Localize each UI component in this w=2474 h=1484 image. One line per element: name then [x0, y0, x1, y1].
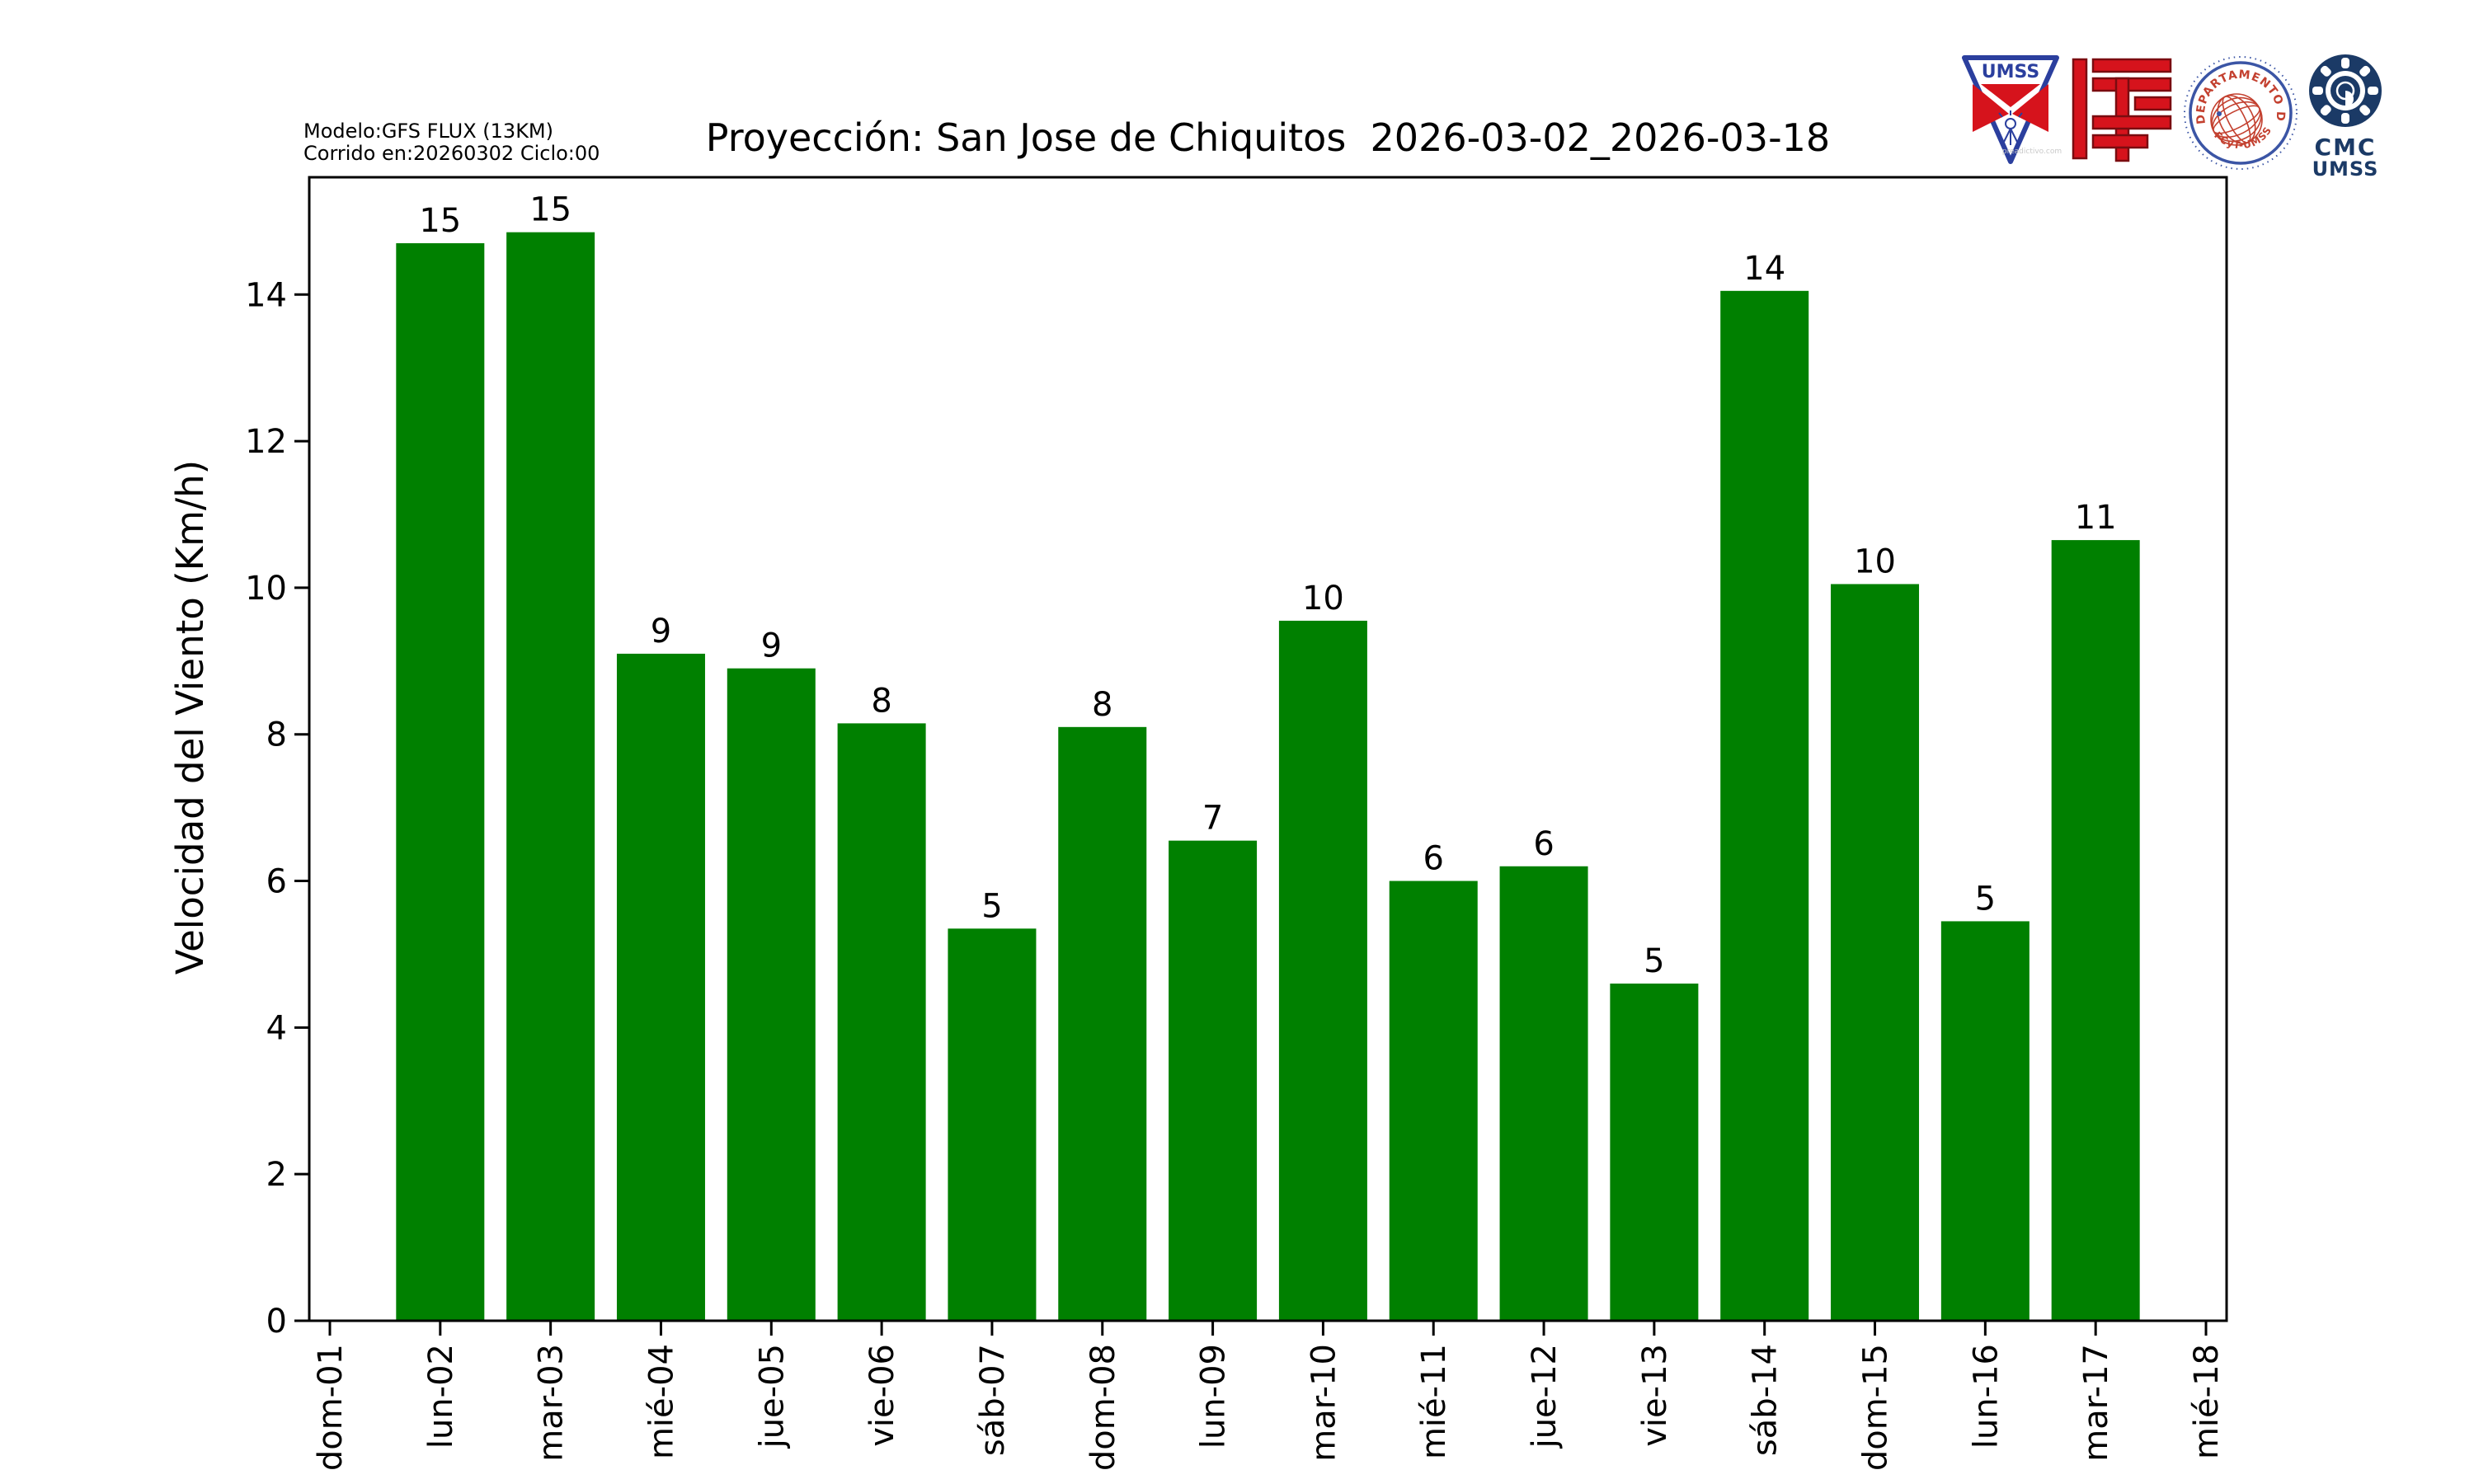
cmc-logo-icon: CMC UMSS	[2309, 54, 2382, 178]
bar-value-label: 10	[1302, 580, 1344, 618]
x-axis-tick-label: lun-16	[1967, 1344, 2005, 1449]
bar-value-label: 9	[761, 627, 782, 665]
cmc-text-line2: UMSS	[2312, 157, 2379, 178]
bar-value-label: 5	[981, 887, 1002, 925]
bar-vie-06	[837, 723, 926, 1321]
bar-value-label: 14	[1743, 250, 1785, 288]
bar-value-label: 6	[1533, 825, 1554, 863]
umss-emblem	[1998, 110, 2023, 145]
bar-mar-10	[1278, 620, 1367, 1321]
y-axis-tick-label: 2	[266, 1156, 287, 1194]
bar-mar-03	[506, 232, 595, 1322]
logos-row: UMSS preadictivo.com	[1959, 53, 2383, 178]
bar-sáb-07	[948, 928, 1037, 1321]
x-axis-tick-label: lun-09	[1195, 1344, 1233, 1449]
bar-value-label: 15	[529, 191, 571, 229]
x-axis-tick-label: mar-10	[1305, 1344, 1343, 1462]
bar-value-label: 8	[871, 682, 891, 720]
umss-red-triangle-left	[1973, 84, 2009, 132]
y-axis-tick-label: 4	[266, 1009, 287, 1047]
y-axis-tick-label: 0	[266, 1303, 287, 1341]
bar-value-label: 8	[1092, 686, 1112, 724]
bar-lun-09	[1169, 840, 1258, 1321]
y-axis-tick-label: 6	[266, 863, 287, 901]
x-axis-tick-label: vie-13	[1636, 1344, 1674, 1447]
bar-value-label: 5	[1644, 942, 1664, 980]
x-axis-tick-label: mar-17	[2077, 1344, 2115, 1462]
bar-jue-12	[1499, 866, 1588, 1321]
bar-dom-08	[1058, 726, 1147, 1321]
bar-lun-16	[1940, 921, 2030, 1321]
page-title: Proyección: San Jose de Chiquitos 2026-0…	[705, 115, 1831, 160]
x-axis-tick-label: vie-06	[863, 1344, 901, 1447]
cmc-eclipse-half	[2345, 91, 2354, 107]
bar-jue-05	[727, 668, 816, 1321]
fisica-dotted-ring	[2184, 56, 2298, 170]
x-axis-tick-label: lun-02	[422, 1344, 460, 1449]
bar-mié-11	[1389, 881, 1478, 1321]
bar-sáb-14	[1720, 290, 1809, 1321]
bar-value-label: 7	[1202, 800, 1223, 838]
x-axis-tick-label: jue-12	[1526, 1344, 1564, 1449]
bar-value-label: 6	[1423, 840, 1444, 878]
umss-pennant-logo-icon: UMSS preadictivo.com	[1962, 55, 2062, 164]
bar-vie-13	[1610, 984, 1699, 1321]
plot-border	[308, 176, 2228, 1322]
x-axis-tick-label: sáb-14	[1747, 1344, 1785, 1456]
bar-dom-15	[1831, 584, 1920, 1321]
y-axis-label: Velocidad del Viento (Km/h)	[168, 460, 212, 974]
y-axis-tick-label: 10	[245, 570, 287, 608]
bar-value-label: 5	[1975, 880, 1996, 918]
bar-mié-04	[616, 653, 705, 1321]
fisica-sphere	[2210, 93, 2263, 146]
model-info: Modelo:GFS FLUX (13KM) Corrido en:202603…	[303, 120, 600, 165]
x-axis-tick-label: sáb-07	[974, 1344, 1012, 1456]
y-axis-tick-label: 8	[266, 716, 287, 754]
fisica-seal-logo-icon: DEPARTAMENTO DE FÍSICA FCyT-UMSS	[2182, 53, 2298, 170]
x-axis-tick-label: mié-11	[1415, 1344, 1453, 1459]
x-axis-tick-label: jue-05	[753, 1344, 791, 1449]
umss-red-triangle-right	[2012, 84, 2048, 132]
bar-mar-17	[2051, 540, 2140, 1321]
y-axis-tick-label: 14	[245, 276, 287, 314]
fcyt-maze-bars	[2072, 58, 2172, 162]
x-axis-tick-label: mar-03	[533, 1344, 571, 1462]
umss-watermark: preadictivo.com	[2002, 148, 2062, 156]
fcyt-logo-icon	[2072, 58, 2172, 162]
model-line-2: Corrido en:20260302 Ciclo:00	[303, 142, 600, 165]
cmc-text-line1: CMC	[2315, 134, 2377, 161]
umss-logo-text: UMSS	[1982, 62, 2039, 82]
model-line-1: Modelo:GFS FLUX (13KM)	[303, 120, 553, 143]
bar-value-label: 10	[1854, 542, 1896, 580]
x-axis-tick-label: mié-04	[642, 1344, 680, 1459]
x-axis-tick-label: mié-18	[2188, 1344, 2226, 1459]
cmc-rays	[2312, 58, 2378, 124]
bar-lun-02	[396, 243, 485, 1321]
x-axis-tick-label: dom-08	[1084, 1344, 1122, 1471]
bar-value-label: 9	[651, 613, 671, 650]
umss-red-triangle-top	[1981, 84, 2040, 107]
fisica-border-ring	[2189, 61, 2293, 165]
y-axis-tick-label: 12	[245, 423, 287, 461]
x-axis-tick-label: dom-15	[1857, 1344, 1895, 1471]
x-axis-tick-label: dom-01	[312, 1344, 350, 1471]
bar-value-label: 15	[419, 202, 461, 240]
bar-value-label: 11	[2075, 499, 2117, 537]
